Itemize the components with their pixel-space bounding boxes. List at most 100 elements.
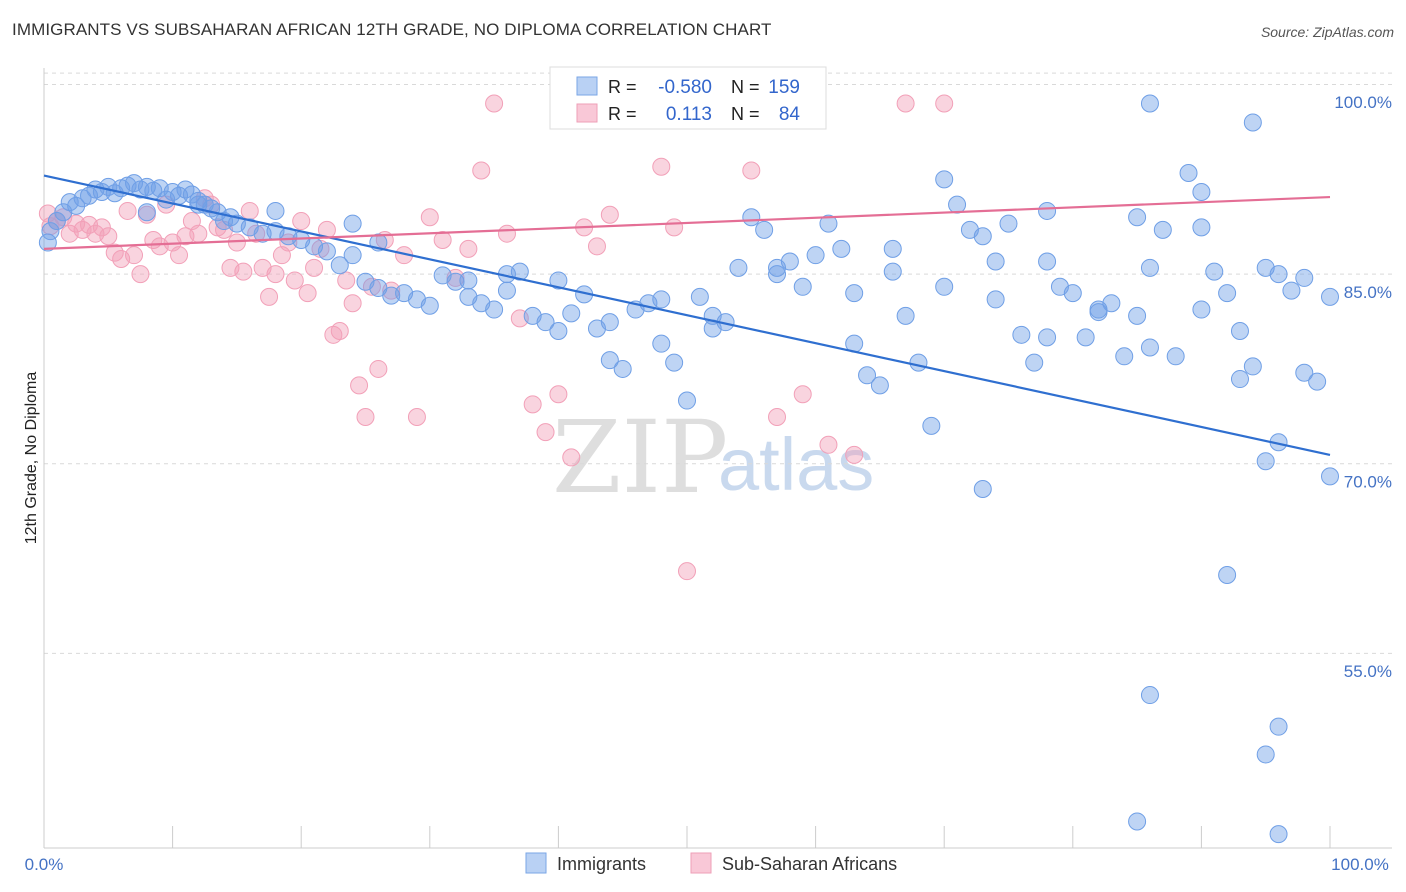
subsaharan-point-82 [896,94,915,113]
immigrants-point-86 [948,195,967,214]
subsaharan-point-10 [99,227,118,246]
immigrants-point-80 [870,376,889,395]
subsaharan-point-35 [260,287,279,306]
subsaharan-point-66 [536,423,555,442]
subsaharan-point-31 [234,262,253,281]
immigrants-point-47 [446,272,465,291]
y-tick-labels: 100.0% 85.0% 70.0% 55.0% [1334,93,1392,681]
subsaharan-point-14 [125,246,144,265]
subsaharan-point-11 [105,243,124,262]
subsaharan-point-30 [227,233,246,252]
watermark-atlas: atlas [718,423,874,506]
bottom-legend-swatch-immigrants [525,852,547,874]
immigrants-point-118 [266,201,285,220]
immigrants-point-83 [909,353,928,372]
legend-n-value-0: 159 [768,77,800,98]
immigrants-point-39 [343,246,362,265]
subsaharan-point-63 [497,224,516,243]
legend-n-label-1: N = [731,104,760,124]
immigrants-point-2 [47,212,66,231]
immigrants-point-139 [1038,201,1057,220]
subsaharan-point-81 [845,445,864,464]
immigrants-point-82 [896,306,915,325]
source-label: Source: ZipAtlas.com [1260,24,1394,40]
immigrants-point-64 [665,353,684,372]
immigrants-point-79 [858,366,877,385]
subsaharan-point-39 [285,271,304,290]
immigrants-point-84 [922,416,941,435]
immigrants-point-95 [1063,284,1082,303]
subsaharan-point-74 [652,157,671,176]
immigrants-point-88 [973,227,992,246]
y-tick-label-0: 100.0% [1334,93,1392,112]
immigrants-point-38 [330,256,349,275]
legend-n-value-1: 84 [779,104,801,125]
legend-swatch-africans [576,103,598,123]
series-legend: Immigrants Sub-Saharan Africans [525,852,897,874]
immigrants-point-116 [137,203,156,222]
immigrants-point-125 [652,290,671,309]
immigrants-point-105 [1192,182,1211,201]
immigrants-point-100 [1128,306,1147,325]
immigrants-point-104 [1179,164,1198,183]
immigrants-point-63 [652,334,671,353]
subsaharan-point-49 [350,376,369,395]
subsaharan-point-79 [793,385,812,404]
immigrants-point-127 [768,265,787,284]
immigrants-point-103 [1166,347,1185,366]
immigrants-point-45 [420,296,439,315]
immigrants-point-91 [1012,325,1031,344]
trend-line-subsaharan [43,195,1331,250]
immigrants-point-101 [1140,338,1159,357]
subsaharan-point-48 [343,294,362,313]
gridlines [44,72,1392,654]
immigrants-point-90 [999,214,1018,233]
immigrants-point-140 [1128,208,1147,227]
immigrants-point-50 [485,300,504,319]
subsaharan-point-78 [768,407,787,426]
immigrants-point-123 [549,271,568,290]
trend-lines [43,174,1331,456]
immigrants-point-119 [343,214,362,233]
legend-r-value-1: 0.113 [666,104,712,125]
immigrants-point-66 [690,287,709,306]
x-tick-label-0: 0.0% [25,855,64,874]
immigrants-point-109 [1243,357,1262,376]
subsaharan-point-57 [420,208,439,227]
legend-r-label-0: R = [608,77,637,97]
immigrants-point-129 [883,239,902,258]
subsaharan-point-15 [131,265,150,284]
immigrants-point-51 [497,281,516,300]
subsaharan-point-60 [459,239,478,258]
subsaharan-point-46 [330,322,349,341]
series-immigrants-points [38,94,1339,844]
immigrants-point-110 [1256,452,1275,471]
subsaharan-point-83 [935,94,954,113]
subsaharan-point-5 [67,214,86,233]
subsaharan-point-32 [240,201,259,220]
immigrants-point-54 [536,313,555,332]
immigrants-point-108 [1230,370,1249,389]
immigrants-point-121 [459,271,478,290]
immigrants-point-148 [1140,686,1159,705]
immigrants-point-99 [1115,347,1134,366]
subsaharan-point-77 [742,161,761,180]
immigrants-point-114 [1308,372,1327,391]
subsaharan-point-75 [665,218,684,237]
immigrants-point-150 [1256,745,1275,764]
subsaharan-point-80 [819,435,838,454]
immigrants-point-112 [1282,281,1301,300]
subsaharan-point-33 [247,224,266,243]
bottom-legend-swatch-africans [690,852,712,874]
x-tick-label-1: 100.0% [1331,855,1389,874]
subsaharan-point-21 [170,246,189,265]
subsaharan-point-68 [562,448,581,467]
immigrants-point-131 [986,290,1005,309]
x-axis-ticks [43,826,1331,848]
immigrants-point-106 [1205,262,1224,281]
legend-n-label-0: N = [731,77,760,97]
bottom-legend-africans: Sub-Saharan Africans [722,854,897,874]
chart-title: IMMIGRANTS VS SUBSAHARAN AFRICAN 12TH GR… [12,20,772,39]
subsaharan-point-76 [678,562,696,581]
immigrants-point-115 [1321,467,1339,486]
